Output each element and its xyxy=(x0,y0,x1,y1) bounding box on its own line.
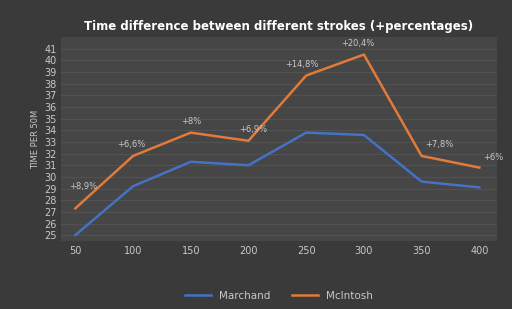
McIntosh xyxy=(303,74,309,77)
Text: +8%: +8% xyxy=(181,117,202,126)
Text: +6,6%: +6,6% xyxy=(117,140,145,149)
McIntosh xyxy=(130,154,136,158)
McIntosh xyxy=(72,206,78,210)
Marchand xyxy=(72,233,78,237)
Text: +14,8%: +14,8% xyxy=(285,60,319,69)
Text: +7,8%: +7,8% xyxy=(425,140,453,149)
Text: +20,4%: +20,4% xyxy=(341,39,374,48)
Line: McIntosh: McIntosh xyxy=(75,55,479,208)
Marchand xyxy=(476,186,482,189)
Y-axis label: TIME PER 50M: TIME PER 50M xyxy=(31,109,40,169)
Text: +6,9%: +6,9% xyxy=(239,125,267,134)
Marchand xyxy=(130,184,136,188)
Marchand xyxy=(245,163,251,167)
Text: +6%: +6% xyxy=(483,153,503,162)
Legend: Marchand, McIntosh: Marchand, McIntosh xyxy=(185,291,373,301)
Marchand xyxy=(303,131,309,134)
McIntosh xyxy=(361,53,367,57)
Line: Marchand: Marchand xyxy=(75,133,479,235)
McIntosh xyxy=(188,131,194,134)
McIntosh xyxy=(245,139,251,143)
Text: +8,9%: +8,9% xyxy=(70,182,98,191)
Title: Time difference between different strokes (+percentages): Time difference between different stroke… xyxy=(84,20,474,33)
Marchand xyxy=(361,133,367,137)
McIntosh xyxy=(418,154,424,158)
Marchand xyxy=(418,180,424,184)
Marchand xyxy=(188,160,194,164)
McIntosh xyxy=(476,166,482,169)
